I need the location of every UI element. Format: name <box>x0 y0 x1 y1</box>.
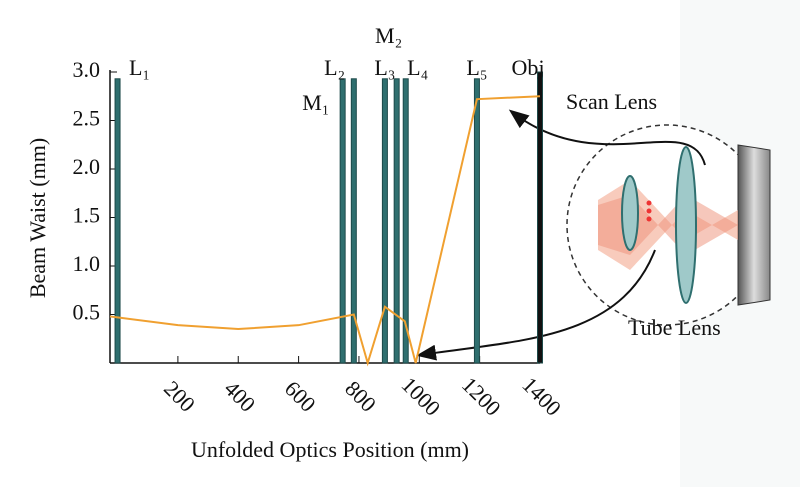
arrow <box>508 109 706 166</box>
element-label: M₁ <box>302 90 329 115</box>
element-label: M₂ <box>375 23 402 48</box>
y-tick-label: 2.0 <box>73 154 101 179</box>
scan-lens-label: Scan Lens <box>566 89 657 114</box>
beam-line <box>109 95 541 367</box>
arrow <box>416 249 656 361</box>
dot <box>646 208 652 214</box>
element-label: L₃ <box>374 55 395 80</box>
y-tick-label: 0.5 <box>73 300 101 325</box>
objective <box>737 144 771 306</box>
x-tick-label: 1000 <box>397 372 446 421</box>
optic-element <box>381 78 388 364</box>
element-label: L₂ <box>324 55 345 80</box>
optic-element <box>473 78 480 364</box>
optic-element <box>402 78 409 364</box>
scan-lens-icon <box>675 146 697 304</box>
element-label: L₄ <box>407 55 428 80</box>
dot <box>646 216 652 222</box>
element-label: Obj <box>512 55 545 80</box>
optic-element <box>339 78 346 364</box>
element-label: L₅ <box>466 55 487 80</box>
optic-element <box>350 78 357 364</box>
optic-element <box>393 78 400 364</box>
y-tick-label: 1.0 <box>73 251 101 276</box>
y-tick-label: 3.0 <box>73 57 101 82</box>
optic-element <box>114 78 121 364</box>
element-label: L₁ <box>129 55 150 80</box>
y-tick-label: 2.5 <box>73 106 101 131</box>
x-tick-label: 600 <box>280 376 321 417</box>
x-tick-label: 200 <box>159 376 200 417</box>
inset: Scan Lens Tube Lens <box>416 89 771 361</box>
x-tick-label: 1200 <box>457 372 506 421</box>
tube-lens-label: Tube Lens <box>628 315 721 340</box>
x-tick-label: 400 <box>219 376 260 417</box>
tube-lens-icon <box>621 175 639 251</box>
x-tick-label: 800 <box>340 376 381 417</box>
x-axis-title: Unfolded Optics Position (mm) <box>191 437 469 462</box>
y-tick-label: 1.5 <box>73 203 101 228</box>
y-axis-title: Beam Waist (mm) <box>25 138 50 298</box>
optic-element <box>537 71 543 364</box>
dot <box>646 200 652 206</box>
x-tick-label: 1400 <box>517 372 566 421</box>
